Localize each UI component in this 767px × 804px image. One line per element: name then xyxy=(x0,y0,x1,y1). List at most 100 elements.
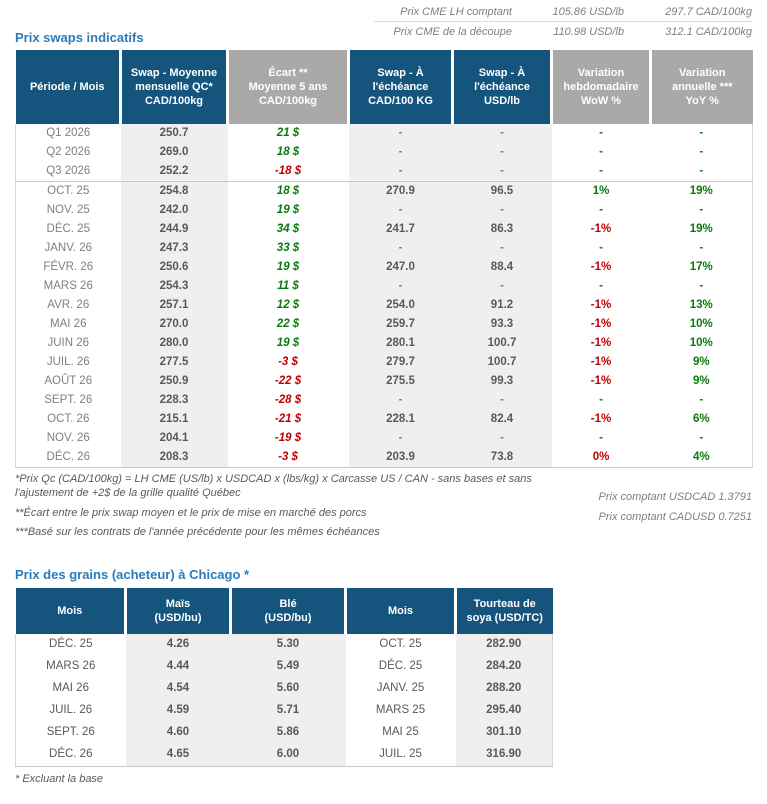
cell-period: JANV. 26 xyxy=(15,239,121,258)
cell-usd: - xyxy=(452,391,552,410)
cell-wow: -1% xyxy=(590,222,612,235)
cell-usd: 82.4 xyxy=(452,410,552,429)
grains-table: Mois Maïs (USD/bu) Blé (USD/bu) Mois Tou… xyxy=(15,588,553,767)
table-row: DÉC. 26 4.65 6.00 JUIL. 25 316.90 xyxy=(15,744,553,767)
cell-cad: - xyxy=(348,162,453,182)
cell-usd: - xyxy=(452,143,552,162)
cell-wow: -1% xyxy=(590,336,612,349)
cell-usd: 91.2 xyxy=(452,296,552,315)
table-row: SEPT. 26 4.60 5.86 MAI 25 301.10 xyxy=(15,722,553,744)
cell-mois1: MAI 26 xyxy=(15,678,126,700)
cell-mais: 4.44 xyxy=(125,656,231,678)
cell-swap: 280.0 xyxy=(120,334,228,353)
cell-usd: 88.4 xyxy=(452,258,552,277)
table-row: OCT. 26 215.1 -21 $ 228.1 82.4 -1% 6% xyxy=(15,410,753,429)
table-row: SEPT. 26 228.3 -28 $ - - - - xyxy=(15,391,753,410)
cell-ecart: 21 $ xyxy=(276,126,300,139)
grains-table-body: DÉC. 25 4.26 5.30 OCT. 25 282.90 MARS 26 4.44 5… xyxy=(15,634,553,767)
cell-ble: 5.71 xyxy=(230,700,346,722)
cell-ecart: 19 $ xyxy=(276,203,300,216)
cell-mais: 4.59 xyxy=(125,700,231,722)
cell-mois2: OCT. 25 xyxy=(379,638,422,651)
cell-period: MARS 26 xyxy=(15,277,121,296)
cell-wow: - xyxy=(599,203,603,216)
cell-soya: 282.90 xyxy=(455,634,553,656)
table-row: JUIL. 26 277.5 -3 $ 279.7 100.7 -1% 9% xyxy=(15,353,753,372)
cell-swap: 247.3 xyxy=(120,239,228,258)
cell-cad: 203.9 xyxy=(348,448,453,468)
cell-wow: - xyxy=(599,145,603,158)
col-header-ble: Blé (USD/bu) xyxy=(229,588,346,634)
cell-swap: 270.0 xyxy=(120,315,228,334)
col-header-wow: Variation hebdomadaire WoW % xyxy=(550,50,651,124)
cell-ecart: 12 $ xyxy=(276,298,300,311)
cell-period: AOÛT 26 xyxy=(15,372,121,391)
cell-cad: 259.7 xyxy=(348,315,453,334)
cell-ble: 5.60 xyxy=(230,678,346,700)
cell-mois2: JANV. 25 xyxy=(376,682,425,695)
table-row: MAI 26 270.0 22 $ 259.7 93.3 -1% 10% xyxy=(15,315,753,334)
fx-cadusd: Prix comptant CADUSD 0.7251 xyxy=(598,511,752,523)
col-header-swap-cad: Swap - À l'échéance CAD/100 KG xyxy=(347,50,453,124)
cell-yoy: - xyxy=(650,277,753,296)
cell-soya: 301.10 xyxy=(455,722,553,744)
cell-period: JUIN 26 xyxy=(15,334,121,353)
cell-wow: - xyxy=(599,279,603,292)
cell-period: AVR. 26 xyxy=(15,296,121,315)
cell-soya: 316.90 xyxy=(455,744,553,767)
cme-spot-prices: Prix CME LH comptant 105.86 USD/lb 297.7… xyxy=(374,2,752,41)
cell-cad: - xyxy=(348,239,453,258)
cell-ble: 6.00 xyxy=(230,744,346,767)
grains-title: Prix des grains (acheteur) à Chicago * xyxy=(15,567,250,582)
cell-yoy: 9% xyxy=(650,372,753,391)
cell-cad: 254.0 xyxy=(348,296,453,315)
cme-cutout-label: Prix CME de la découpe xyxy=(393,25,512,38)
cell-ecart: -18 $ xyxy=(227,162,349,182)
col-header-tourteau: Tourteau de soya (USD/TC) xyxy=(454,588,553,634)
grains-area: Prix des grains (acheteur) à Chicago * M… xyxy=(15,567,767,767)
cell-mois1: DÉC. 25 xyxy=(15,634,126,656)
cell-mois1: DÉC. 26 xyxy=(15,744,126,767)
col-header-swap-moyenne: Swap - Moyenne mensuelle QC* CAD/100kg xyxy=(119,50,228,124)
cell-swap: 250.7 xyxy=(120,124,228,143)
col-header-mois-2: Mois xyxy=(344,588,456,634)
cell-mais: 4.54 xyxy=(125,678,231,700)
cell-ble: 5.86 xyxy=(230,722,346,744)
cell-yoy: 19% xyxy=(650,181,753,201)
swaps-table: Période / Mois Swap - Moyenne mensuelle … xyxy=(15,50,753,468)
cell-ecart: 18 $ xyxy=(276,145,300,158)
cell-swap: 269.0 xyxy=(120,143,228,162)
table-row: JUIL. 26 4.59 5.71 MARS 25 295.40 xyxy=(15,700,553,722)
cell-usd: - xyxy=(452,429,552,448)
cell-yoy: - xyxy=(650,391,753,410)
grains-header-row: Mois Maïs (USD/bu) Blé (USD/bu) Mois Tou… xyxy=(15,588,553,634)
table-row: AVR. 26 257.1 12 $ 254.0 91.2 -1% 13% xyxy=(15,296,753,315)
cell-yoy: 9% xyxy=(650,353,753,372)
cell-yoy: - xyxy=(650,429,753,448)
cell-swap: 277.5 xyxy=(120,353,228,372)
table-row: JANV. 26 247.3 33 $ - - - - xyxy=(15,239,753,258)
footnote-contrats: ***Basé sur les contrats de l'année préc… xyxy=(15,526,380,539)
cell-wow: -1% xyxy=(590,260,612,273)
cell-mois1: SEPT. 26 xyxy=(15,722,126,744)
cell-swap: 257.1 xyxy=(120,296,228,315)
cell-cad: - xyxy=(348,124,453,143)
cell-swap: 252.2 xyxy=(120,162,228,182)
cell-period: SEPT. 26 xyxy=(15,391,121,410)
cell-usd: - xyxy=(452,277,552,296)
cell-cad: - xyxy=(348,429,453,448)
footnotes: *Prix Qc (CAD/100kg) = LH CME (US/lb) x … xyxy=(15,473,567,540)
cell-cad: - xyxy=(348,143,453,162)
cell-cad: 280.1 xyxy=(348,334,453,353)
cme-lh-label: Prix CME LH comptant xyxy=(400,5,512,18)
cell-yoy: 4% xyxy=(650,448,753,468)
cell-wow: - xyxy=(599,431,603,444)
cell-period: MAI 26 xyxy=(15,315,121,334)
cell-mois2: MARS 25 xyxy=(375,704,426,717)
table-row: MAI 26 4.54 5.60 JANV. 25 288.20 xyxy=(15,678,553,700)
cme-lh-line: Prix CME LH comptant 105.86 USD/lb 297.7… xyxy=(374,2,752,22)
cell-soya: 288.20 xyxy=(455,678,553,700)
cell-ecart: 19 $ xyxy=(276,260,300,273)
cell-cad: 247.0 xyxy=(348,258,453,277)
cell-period: Q1 2026 xyxy=(15,124,121,143)
